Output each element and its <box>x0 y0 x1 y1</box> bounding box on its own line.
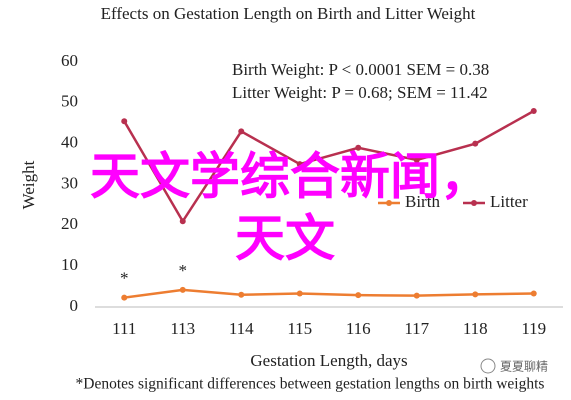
legend-label: Litter <box>490 192 528 211</box>
significance-mark: * <box>120 269 129 288</box>
significance-mark: * <box>179 261 188 280</box>
point <box>472 140 479 147</box>
legend-label: Birth <box>405 192 440 211</box>
series-line <box>124 288 534 299</box>
annotation: Birth Weight: P < 0.0001 SEM = 0.38 <box>232 60 489 79</box>
y-axis-label: Weight <box>19 160 38 209</box>
y-tick-label: 0 <box>70 296 79 315</box>
point <box>238 291 245 298</box>
point <box>296 290 303 297</box>
series-line <box>123 109 535 224</box>
x-tick-label: 111 <box>112 319 136 338</box>
y-tick-label: 10 <box>61 255 78 274</box>
point <box>530 108 537 114</box>
point <box>355 144 362 151</box>
x-tick-label: 118 <box>463 319 488 338</box>
footnote: *Denotes significant differences between… <box>76 376 545 393</box>
point <box>179 286 186 293</box>
y-tick-label: 50 <box>61 92 78 111</box>
x-tick-label: 113 <box>170 319 195 338</box>
x-tick-label: 116 <box>346 319 371 338</box>
x-axis-label: Gestation Length, days <box>250 351 407 370</box>
watermark-icon <box>480 358 496 374</box>
x-tick-label: 119 <box>521 319 546 338</box>
overlay-text: 天文学综合新闻， <box>90 148 490 206</box>
watermark: 夏夏聊精 <box>500 360 548 374</box>
point <box>355 292 362 299</box>
point <box>121 294 128 301</box>
x-tick-label: 117 <box>404 319 429 338</box>
chart-title: Effects on Gestation Length on Birth and… <box>101 4 476 23</box>
overlay-text: 天文 <box>235 210 335 268</box>
annotation: Litter Weight: P = 0.68; SEM = 11.42 <box>232 83 488 102</box>
x-tick-label: 114 <box>229 319 254 338</box>
y-tick-label: 20 <box>61 214 78 233</box>
y-tick-label: 30 <box>61 173 78 192</box>
y-tick-label: 60 <box>61 51 78 70</box>
legend-marker <box>471 200 477 206</box>
point <box>413 292 420 299</box>
x-tick-label: 115 <box>287 319 312 338</box>
point <box>238 128 245 135</box>
point <box>472 291 479 298</box>
y-tick-label: 40 <box>61 133 78 152</box>
point <box>530 290 537 297</box>
point <box>413 157 420 163</box>
point <box>121 118 128 125</box>
legend-marker <box>386 200 392 206</box>
point <box>296 161 303 168</box>
point <box>179 218 186 225</box>
